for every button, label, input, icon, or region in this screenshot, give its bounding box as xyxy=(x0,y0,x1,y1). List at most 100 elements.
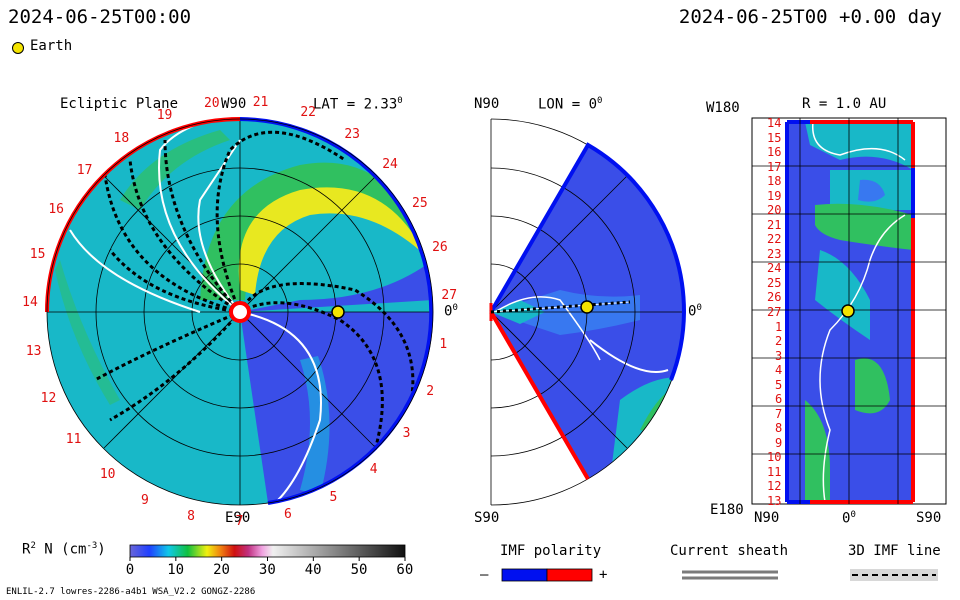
carrington-label: 14 xyxy=(22,295,38,311)
colorbar-tick-label: 0 xyxy=(125,562,135,578)
lonlat-row-label: 24 xyxy=(767,261,782,276)
carrington-label: 11 xyxy=(65,432,82,448)
ecliptic-boundary-positive xyxy=(239,117,434,401)
imf-polarity-minus: – xyxy=(480,567,489,583)
lonlat-row-label: 10 xyxy=(767,450,782,465)
sun-marker xyxy=(229,301,251,323)
ecliptic-right-label: 00 xyxy=(444,303,458,320)
lonlat-title: R = 1.0 AU xyxy=(802,96,887,112)
carrington-label: 4 xyxy=(369,462,378,478)
imf-polarity-negative xyxy=(501,568,548,582)
meridional-right-label: 00 xyxy=(688,303,702,320)
carrington-label: 15 xyxy=(29,247,46,263)
colorbar-label: R2 N (cm-3) xyxy=(22,541,106,558)
meridional-bottom-label: S90 xyxy=(474,510,500,526)
carrington-label: 23 xyxy=(344,126,360,142)
right-timestamp: 2024-06-25T00 +0.00 day xyxy=(678,6,942,28)
ecliptic-title: Ecliptic Plane xyxy=(60,96,179,112)
lonlat-top-label: W180 xyxy=(706,100,740,116)
meridional-current-sheath xyxy=(589,339,669,373)
lonlat-row-label: 26 xyxy=(767,290,782,305)
lonlat-panel xyxy=(751,117,947,505)
carrington-label: 27 xyxy=(441,288,458,304)
carrington-label: 19 xyxy=(156,107,173,123)
earth-marker-meridional xyxy=(580,300,594,314)
carrington-label: 17 xyxy=(76,162,93,178)
lonlat-row-label: 1 xyxy=(775,319,783,334)
meridional-imf-line xyxy=(490,300,631,314)
carrington-label: 25 xyxy=(412,195,428,211)
lonlat-x-mid: 00 xyxy=(842,510,856,527)
lonlat-row-label: 15 xyxy=(767,130,782,145)
lonlat-row-label: 11 xyxy=(767,464,782,479)
meridional-grid xyxy=(490,118,685,506)
lonlat-row-label: 9 xyxy=(775,435,783,450)
carrington-label: 21 xyxy=(252,95,269,111)
carrington-label: 2 xyxy=(426,383,435,399)
ecliptic-density-arm xyxy=(200,162,430,300)
carrington-label: 8 xyxy=(187,509,195,525)
carrington-label: 7 xyxy=(235,513,244,529)
footer-left: ENLIL-2.7 lowres-2286-a4b1 WSA_V2.2 GONG… xyxy=(6,587,256,597)
lonlat-row-label: 20 xyxy=(767,203,782,218)
lonlat-row-label: 4 xyxy=(775,363,783,378)
carrington-label: 18 xyxy=(113,130,130,146)
meridional-top-label: N90 xyxy=(474,96,500,112)
lonlat-row-label: 21 xyxy=(767,217,782,232)
lonlat-row-label: 5 xyxy=(775,377,783,392)
colorbar-tick-label: 30 xyxy=(258,562,276,578)
lonlat-row-label: 6 xyxy=(775,392,783,407)
colorbar-tick-label: 10 xyxy=(167,562,185,578)
earth-marker-lonlat xyxy=(841,304,855,318)
earth-marker-ecliptic xyxy=(331,305,345,319)
lonlat-row-label: 27 xyxy=(767,305,782,319)
carrington-label: 5 xyxy=(329,489,338,505)
carrington-label: 1 xyxy=(439,336,448,352)
lonlat-row-label: 19 xyxy=(767,188,782,203)
current-sheath-title: Current sheath xyxy=(670,543,789,559)
colorbar-ticks xyxy=(129,557,406,561)
lonlat-row-label: 3 xyxy=(775,348,783,363)
ecliptic-lat-label: LAT = 2.330 xyxy=(313,96,403,113)
carrington-label: 26 xyxy=(432,240,448,256)
imf-polarity-plus: + xyxy=(599,567,608,583)
colorbar-tick-label: 40 xyxy=(304,562,322,578)
lonlat-row-label: 12 xyxy=(767,479,782,494)
lonlat-grid xyxy=(752,118,946,504)
lonlat-x-right: S90 xyxy=(916,510,942,526)
carrington-label: 22 xyxy=(300,105,317,121)
ecliptic-imf-lines xyxy=(94,130,415,451)
carrington-label: 6 xyxy=(283,507,292,523)
earth-legend-icon xyxy=(12,42,24,54)
carrington-label: 20 xyxy=(203,95,220,111)
ecliptic-bottom-label: E90 xyxy=(225,510,251,526)
colorbar-tick-label: 50 xyxy=(350,562,368,578)
ecliptic-top-label: W90 xyxy=(221,96,247,112)
earth-legend-label: Earth xyxy=(30,38,73,54)
colorbar-tick-label: 20 xyxy=(213,562,230,578)
lonlat-row-label: 2 xyxy=(775,334,783,349)
carrington-label: 3 xyxy=(402,426,411,442)
lonlat-row-label: 16 xyxy=(767,145,782,160)
imf-polarity-positive xyxy=(546,568,593,582)
lonlat-row-label: 13 xyxy=(767,494,782,508)
carrington-label: 9 xyxy=(141,493,149,509)
colorbar-tick-label: 60 xyxy=(396,562,414,578)
carrington-label: 13 xyxy=(25,344,42,360)
lonlat-row-label: 25 xyxy=(767,275,782,290)
lonlat-row-label: 22 xyxy=(767,232,782,247)
lonlat-row-label: 17 xyxy=(767,159,782,174)
lonlat-row-label: 8 xyxy=(775,421,783,436)
carrington-label: 24 xyxy=(382,157,398,173)
lonlat-x-left: N90 xyxy=(754,510,780,526)
carrington-label: 16 xyxy=(48,202,64,218)
colorbar xyxy=(129,544,406,558)
imf-polarity-title: IMF polarity xyxy=(500,543,602,559)
carrington-label: 12 xyxy=(40,390,57,406)
carrington-label: 10 xyxy=(99,467,116,483)
ecliptic-panel xyxy=(45,117,434,506)
meridional-title: LON = 00 xyxy=(538,96,603,113)
imf-line-title: 3D IMF line xyxy=(848,543,941,559)
lonlat-row-label: 7 xyxy=(775,406,783,421)
